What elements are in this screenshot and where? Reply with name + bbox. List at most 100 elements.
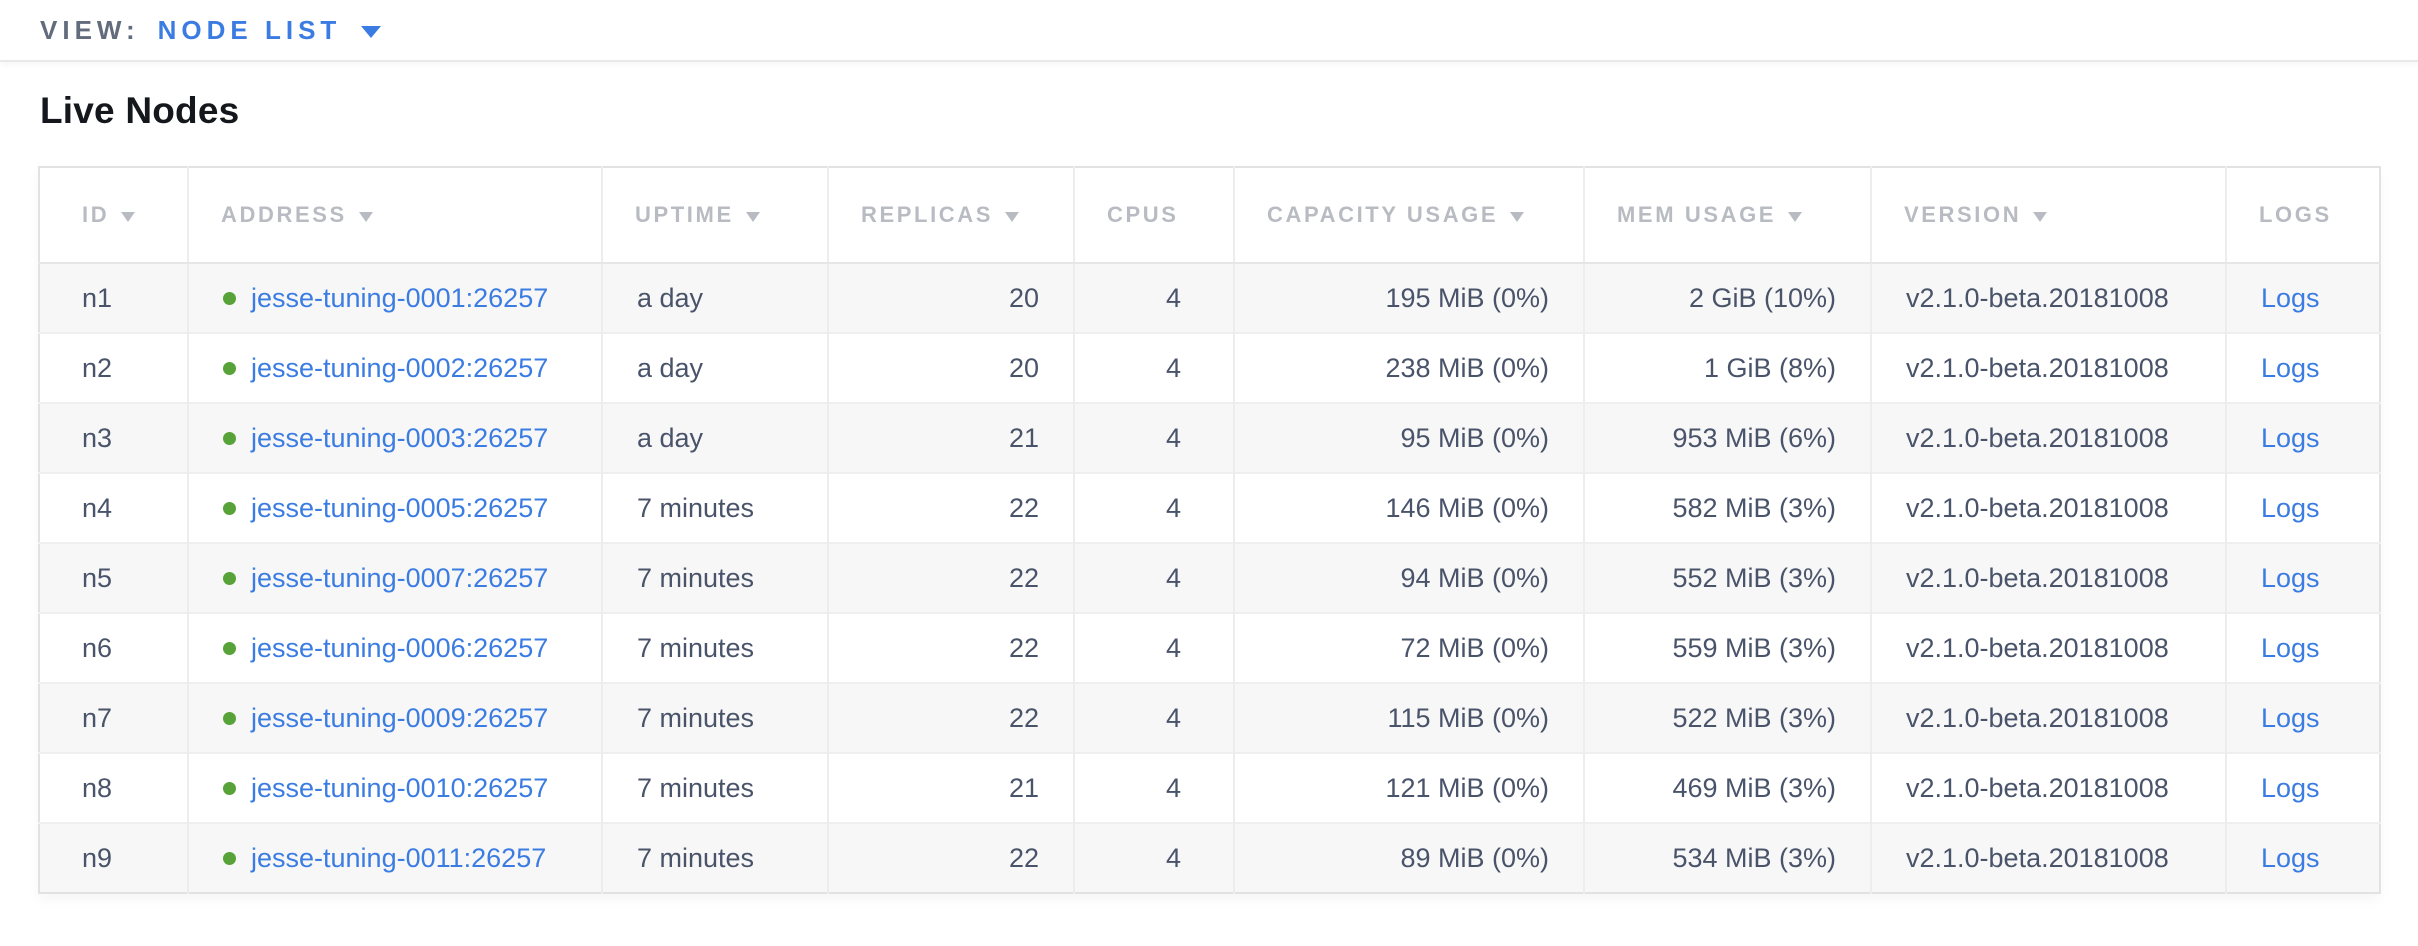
- node-status-healthy-icon: [223, 641, 236, 655]
- logs-link[interactable]: Logs: [2261, 632, 2320, 663]
- cell-uptime: 7 minutes: [601, 472, 828, 543]
- cell-version: v2.1.0-beta.20181008: [1870, 752, 2226, 823]
- logs-link[interactable]: Logs: [2261, 562, 2320, 593]
- cell-value: 20: [1008, 352, 1039, 383]
- cell-cpus: 4: [1073, 752, 1234, 823]
- view-label: VIEW:: [40, 14, 140, 45]
- column-header-label: ADDRESS: [221, 202, 347, 227]
- cell-address: jesse-tuning-0007:26257: [187, 542, 602, 613]
- cell-value: 522 MiB (3%): [1672, 702, 1836, 733]
- node-address-link[interactable]: jesse-tuning-0001:26257: [251, 282, 549, 313]
- cell-address: jesse-tuning-0002:26257: [187, 332, 602, 403]
- cell-value: 22: [1008, 842, 1039, 873]
- cell-value: a day: [637, 282, 704, 313]
- cell-value: n8: [82, 772, 113, 803]
- table-row-n3: n3 jesse-tuning-0003:26257 a day 21 4 95 MiB …: [39, 402, 2380, 473]
- cell-value: 121 MiB (0%): [1385, 772, 1549, 803]
- column-header-address[interactable]: ADDRESS: [187, 167, 602, 264]
- column-header-label: CPUS: [1107, 202, 1179, 227]
- cell-uptime: 7 minutes: [601, 682, 828, 753]
- cell-value: v2.1.0-beta.20181008: [1906, 562, 2169, 593]
- cell-version: v2.1.0-beta.20181008: [1870, 263, 2226, 333]
- column-header-version[interactable]: VERSION: [1870, 167, 2226, 264]
- cell-value: 22: [1008, 702, 1039, 733]
- cell-value: v2.1.0-beta.20181008: [1906, 842, 2169, 873]
- column-header-label: MEM USAGE: [1617, 202, 1777, 227]
- logs-link[interactable]: Logs: [2261, 702, 2320, 733]
- cell-value: 22: [1008, 632, 1039, 663]
- cell-value: 20: [1008, 282, 1039, 313]
- logs-link[interactable]: Logs: [2261, 842, 2320, 873]
- node-address-link[interactable]: jesse-tuning-0010:26257: [251, 772, 549, 803]
- cell-uptime: 7 minutes: [601, 752, 828, 823]
- node-address-link[interactable]: jesse-tuning-0005:26257: [251, 492, 549, 523]
- cell-value: n9: [82, 842, 113, 873]
- cell-cpus: 4: [1073, 332, 1234, 403]
- cell-address: jesse-tuning-0011:26257: [187, 822, 602, 893]
- view-selector[interactable]: NODE LIST: [158, 15, 382, 46]
- table-row-n1: n1 jesse-tuning-0001:26257 a day 20 4 195 MiB…: [39, 263, 2380, 333]
- column-header-uptime[interactable]: UPTIME: [601, 167, 828, 264]
- cell-version: v2.1.0-beta.20181008: [1870, 822, 2226, 893]
- column-header-mem[interactable]: MEM USAGE: [1583, 167, 1871, 264]
- cell-logs: Logs: [2225, 332, 2380, 403]
- column-header-capacity[interactable]: CAPACITY USAGE: [1233, 167, 1584, 264]
- column-header-id[interactable]: ID: [39, 167, 188, 264]
- cell-value: n6: [82, 632, 113, 663]
- node-address-link[interactable]: jesse-tuning-0011:26257: [251, 842, 547, 873]
- cell-value: 1 GiB (8%): [1703, 352, 1836, 383]
- logs-link[interactable]: Logs: [2261, 422, 2320, 453]
- logs-link[interactable]: Logs: [2261, 282, 2320, 313]
- sort-desc-icon: [1788, 212, 1803, 222]
- cell-value: 22: [1008, 562, 1039, 593]
- cell-value: 552 MiB (3%): [1672, 562, 1836, 593]
- cell-mem: 522 MiB (3%): [1583, 682, 1871, 753]
- column-header-replicas[interactable]: REPLICAS: [827, 167, 1074, 264]
- cell-version: v2.1.0-beta.20181008: [1870, 542, 2226, 613]
- cell-value: 94 MiB (0%): [1400, 562, 1549, 593]
- cell-mem: 1 GiB (8%): [1583, 332, 1871, 403]
- cell-value: 238 MiB (0%): [1385, 352, 1549, 383]
- table-row-n2: n2 jesse-tuning-0002:26257 a day 20 4 238 MiB…: [39, 332, 2380, 403]
- cell-value: 953 MiB (6%): [1672, 422, 1836, 453]
- cell-replicas: 22: [827, 542, 1074, 613]
- cell-mem: 469 MiB (3%): [1583, 752, 1871, 823]
- logs-link[interactable]: Logs: [2261, 352, 2320, 383]
- logs-link[interactable]: Logs: [2261, 772, 2320, 803]
- node-status-healthy-icon: [223, 361, 236, 375]
- main-content: Live Nodes ID ADDRESS UPTIME REPLICAS CPUS CA…: [0, 90, 2418, 894]
- cell-uptime: a day: [601, 332, 828, 403]
- cell-value: 7 minutes: [637, 632, 755, 663]
- node-address-link[interactable]: jesse-tuning-0006:26257: [251, 632, 549, 663]
- cell-value: 89 MiB (0%): [1400, 842, 1549, 873]
- cell-value: 4: [1165, 562, 1181, 593]
- chevron-down-icon: [361, 25, 382, 38]
- cell-value: v2.1.0-beta.20181008: [1906, 492, 2169, 523]
- cell-version: v2.1.0-beta.20181008: [1870, 682, 2226, 753]
- cell-value: v2.1.0-beta.20181008: [1906, 352, 2169, 383]
- cell-id: n3: [39, 402, 188, 473]
- cell-uptime: 7 minutes: [601, 542, 828, 613]
- node-address-link[interactable]: jesse-tuning-0002:26257: [251, 352, 549, 383]
- cell-id: n1: [39, 263, 188, 333]
- column-header-label: REPLICAS: [861, 202, 994, 227]
- cell-value: 4: [1165, 422, 1181, 453]
- table-row-n9: n9 jesse-tuning-0011:26257 7 minutes 22 4 89 …: [39, 822, 2380, 893]
- node-address-link[interactable]: jesse-tuning-0003:26257: [251, 422, 549, 453]
- cell-logs: Logs: [2225, 682, 2380, 753]
- table-row-n6: n6 jesse-tuning-0006:26257 7 minutes 22 4 72 …: [39, 612, 2380, 683]
- cell-uptime: a day: [601, 263, 828, 333]
- cell-value: 7 minutes: [637, 562, 755, 593]
- cell-value: 582 MiB (3%): [1672, 492, 1836, 523]
- cell-address: jesse-tuning-0005:26257: [187, 472, 602, 543]
- cell-id: n6: [39, 612, 188, 683]
- cell-value: 4: [1165, 632, 1181, 663]
- node-address-link[interactable]: jesse-tuning-0009:26257: [251, 702, 549, 733]
- node-address-link[interactable]: jesse-tuning-0007:26257: [251, 562, 549, 593]
- cell-uptime: 7 minutes: [601, 612, 828, 683]
- view-bar: VIEW: NODE LIST: [0, 0, 2418, 62]
- cell-cpus: 4: [1073, 822, 1234, 893]
- logs-link[interactable]: Logs: [2261, 492, 2320, 523]
- cell-address: jesse-tuning-0010:26257: [187, 752, 602, 823]
- cell-value: n3: [82, 422, 113, 453]
